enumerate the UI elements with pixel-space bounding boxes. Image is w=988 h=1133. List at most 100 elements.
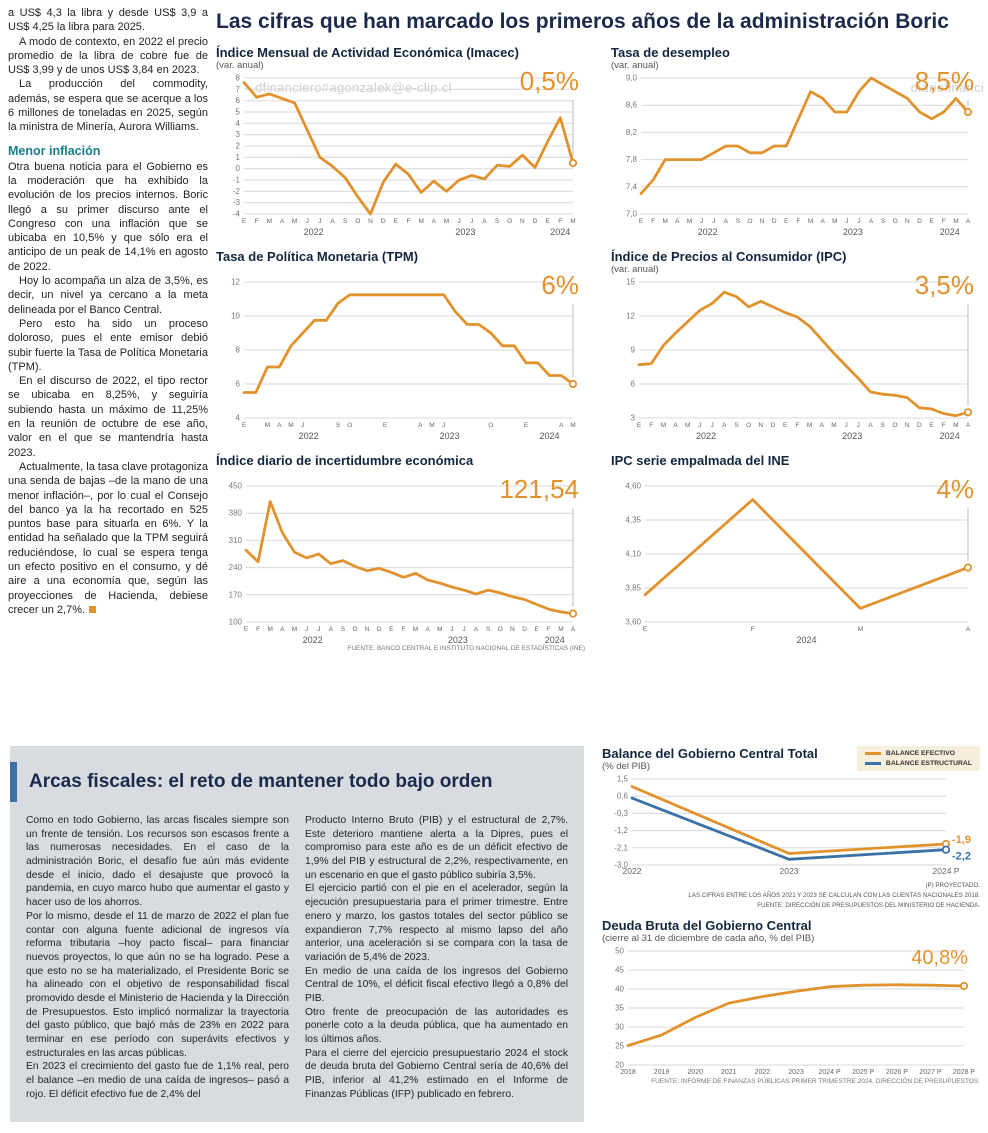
fiscal-paragraph: Otro frente de preocupación de las autor… bbox=[305, 1006, 568, 1045]
svg-text:J: J bbox=[712, 218, 715, 225]
svg-text:15: 15 bbox=[626, 278, 635, 287]
svg-text:2023: 2023 bbox=[455, 227, 475, 237]
svg-text:F: F bbox=[795, 422, 799, 429]
svg-text:3: 3 bbox=[631, 414, 636, 423]
svg-text:A: A bbox=[675, 218, 680, 225]
svg-text:M: M bbox=[292, 218, 297, 225]
tpm-plot: 12 10 8 6 4 E M A M J S O E A M J O E A M 2022 2023 2024 bbox=[216, 276, 585, 444]
bottom-charts-column: Balance del Gobierno Central Total (% de… bbox=[602, 746, 980, 1122]
fiscal-column-1: Como en todo Gobierno, las arcas fiscale… bbox=[26, 814, 289, 1101]
svg-text:2023: 2023 bbox=[448, 635, 468, 645]
desempleo-plot: 9,0 8,6 8,2 7,8 7,4 7,0 E F M A M J J A S O N D E F M A M J J A S O… bbox=[611, 72, 980, 240]
svg-text:E: E bbox=[930, 218, 935, 225]
footnote: FUENTE: DIRECCIÓN DE PRESUPUESTOS DEL MI… bbox=[757, 902, 980, 910]
svg-text:A: A bbox=[559, 422, 564, 429]
svg-text:N: N bbox=[368, 218, 373, 225]
chart-title: IPC serie empalmada del INE bbox=[611, 453, 790, 469]
svg-text:F: F bbox=[255, 218, 259, 225]
svg-text:A: A bbox=[966, 626, 971, 633]
svg-text:J: J bbox=[305, 626, 308, 633]
chart-title: Tasa de Política Monetaria (TPM) bbox=[216, 249, 419, 265]
svg-text:O: O bbox=[488, 422, 493, 429]
svg-text:M: M bbox=[267, 218, 272, 225]
chart-title: Índice Mensual de Actividad Económica (I… bbox=[216, 45, 519, 61]
article-paragraph: a US$ 4,3 la libra y desde US$ 3,9 a US$… bbox=[8, 7, 208, 34]
svg-text:J: J bbox=[442, 422, 445, 429]
chart-title: Balance del Gobierno Central Total bbox=[602, 746, 818, 761]
svg-text:A: A bbox=[418, 422, 423, 429]
svg-text:A: A bbox=[868, 422, 873, 429]
svg-text:F: F bbox=[401, 626, 405, 633]
desempleo-value-label: 8,5% bbox=[914, 66, 974, 97]
ipc-empalmada-plot: 4,60 4,35 4,10 3,85 3,60 E F M A 2024 bbox=[611, 480, 980, 648]
svg-text:3,85: 3,85 bbox=[625, 584, 641, 593]
svg-text:D: D bbox=[377, 626, 382, 633]
svg-text:2023: 2023 bbox=[842, 431, 862, 441]
svg-text:D: D bbox=[772, 218, 777, 225]
svg-text:O: O bbox=[893, 218, 898, 225]
svg-text:F: F bbox=[651, 218, 655, 225]
svg-text:S: S bbox=[486, 626, 491, 633]
svg-text:2023: 2023 bbox=[440, 431, 460, 441]
svg-text:-0,3: -0,3 bbox=[614, 809, 628, 818]
chart-desempleo: Tasa de desempleo (var. anual) 9,0 8,6 8,2… bbox=[611, 45, 980, 240]
fiscal-paragraph: Para el cierre del ejercicio presupuesta… bbox=[305, 1047, 568, 1100]
svg-text:J: J bbox=[450, 626, 453, 633]
svg-text:3: 3 bbox=[236, 130, 241, 139]
fiscal-paragraph: Por lo mismo, desde el 11 de marzo de 20… bbox=[26, 910, 289, 1059]
svg-text:J: J bbox=[844, 422, 847, 429]
svg-text:7,8: 7,8 bbox=[626, 155, 638, 164]
imacec-value-label: 0,5% bbox=[519, 66, 579, 97]
svg-text:-3: -3 bbox=[233, 198, 241, 207]
svg-text:D: D bbox=[917, 422, 922, 429]
svg-text:S: S bbox=[736, 218, 741, 225]
section-subhead: Menor inflación bbox=[8, 143, 101, 158]
svg-text:M: M bbox=[292, 626, 297, 633]
svg-text:J: J bbox=[845, 218, 848, 225]
svg-text:6: 6 bbox=[236, 96, 241, 105]
svg-text:2023: 2023 bbox=[788, 1069, 804, 1076]
svg-text:2024: 2024 bbox=[550, 227, 570, 237]
svg-text:E: E bbox=[242, 218, 247, 225]
svg-text:2025 P: 2025 P bbox=[852, 1069, 875, 1076]
svg-text:M: M bbox=[685, 422, 690, 429]
svg-text:M: M bbox=[288, 422, 293, 429]
svg-text:M: M bbox=[418, 218, 423, 225]
svg-text:100: 100 bbox=[229, 618, 243, 627]
chart-title: Deuda Bruta del Gobierno Central bbox=[602, 917, 812, 933]
chart-title: Índice diario de incertidumbre económica bbox=[216, 453, 474, 469]
svg-text:M: M bbox=[558, 626, 563, 633]
svg-text:35: 35 bbox=[615, 1003, 624, 1012]
chart-subtitle: (cierre al 31 de diciembre de cada año, … bbox=[602, 932, 815, 944]
svg-text:2020: 2020 bbox=[687, 1069, 703, 1076]
svg-text:25: 25 bbox=[615, 1041, 624, 1050]
svg-text:S: S bbox=[343, 218, 348, 225]
svg-text:F: F bbox=[256, 626, 260, 633]
svg-text:J: J bbox=[470, 218, 473, 225]
svg-text:E: E bbox=[244, 626, 249, 633]
svg-text:8,6: 8,6 bbox=[626, 101, 638, 110]
svg-text:1: 1 bbox=[236, 153, 241, 162]
svg-text:2018: 2018 bbox=[620, 1069, 636, 1076]
svg-text:8: 8 bbox=[236, 346, 241, 355]
left-article-column: a US$ 4,3 la libra y desde US$ 3,9 a US$… bbox=[8, 6, 208, 617]
chart-subtitle bbox=[216, 264, 585, 276]
svg-text:S: S bbox=[881, 422, 886, 429]
svg-text:M: M bbox=[953, 422, 958, 429]
svg-text:2019: 2019 bbox=[654, 1069, 670, 1076]
svg-text:M: M bbox=[661, 422, 666, 429]
svg-text:2022: 2022 bbox=[698, 227, 718, 237]
chart-title: Índice de Precios al Consumidor (IPC) bbox=[611, 249, 847, 265]
svg-text:M: M bbox=[831, 422, 836, 429]
svg-text:D: D bbox=[917, 218, 922, 225]
svg-text:J: J bbox=[301, 422, 304, 429]
svg-text:0: 0 bbox=[236, 164, 241, 173]
svg-text:8: 8 bbox=[236, 74, 241, 83]
svg-text:-2,1: -2,1 bbox=[614, 843, 628, 852]
svg-text:O: O bbox=[498, 626, 503, 633]
svg-text:-3,0: -3,0 bbox=[614, 861, 628, 870]
svg-text:2022: 2022 bbox=[696, 431, 716, 441]
svg-text:6: 6 bbox=[236, 380, 241, 389]
svg-text:A: A bbox=[432, 218, 437, 225]
svg-text:J: J bbox=[318, 218, 321, 225]
